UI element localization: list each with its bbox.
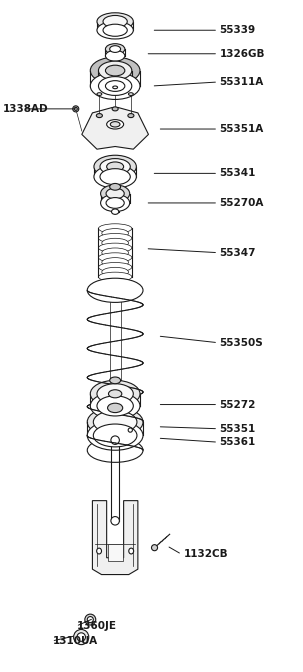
Ellipse shape — [94, 165, 136, 188]
Ellipse shape — [97, 396, 133, 416]
Ellipse shape — [111, 436, 119, 444]
Ellipse shape — [105, 81, 125, 91]
Polygon shape — [82, 108, 148, 149]
Ellipse shape — [87, 407, 143, 437]
Ellipse shape — [98, 263, 132, 272]
Text: 1132CB: 1132CB — [183, 550, 228, 559]
Ellipse shape — [102, 248, 128, 257]
Ellipse shape — [128, 428, 132, 432]
Text: 1310UA: 1310UA — [53, 636, 98, 646]
Ellipse shape — [105, 50, 125, 61]
Ellipse shape — [110, 377, 121, 384]
Ellipse shape — [108, 390, 122, 398]
Ellipse shape — [93, 411, 137, 433]
Ellipse shape — [101, 185, 130, 202]
Ellipse shape — [107, 162, 124, 171]
Ellipse shape — [87, 616, 93, 623]
Text: 55270A: 55270A — [220, 198, 264, 208]
Ellipse shape — [73, 106, 79, 112]
Ellipse shape — [90, 57, 140, 84]
Text: 55311A: 55311A — [220, 77, 264, 87]
Text: 55272: 55272 — [220, 400, 256, 409]
Ellipse shape — [112, 107, 118, 111]
Ellipse shape — [74, 630, 89, 644]
Ellipse shape — [110, 122, 120, 127]
Text: 55351: 55351 — [220, 424, 256, 433]
Ellipse shape — [112, 209, 119, 214]
Ellipse shape — [97, 384, 133, 404]
Ellipse shape — [105, 44, 125, 54]
Bar — [108, 544, 123, 561]
Ellipse shape — [97, 93, 102, 95]
Ellipse shape — [87, 438, 143, 462]
Ellipse shape — [111, 517, 119, 525]
Text: 1326GB: 1326GB — [220, 49, 265, 58]
Ellipse shape — [98, 61, 132, 80]
Ellipse shape — [106, 198, 124, 208]
Ellipse shape — [74, 108, 77, 110]
Ellipse shape — [105, 65, 125, 76]
Ellipse shape — [128, 114, 134, 118]
Ellipse shape — [100, 159, 130, 175]
Ellipse shape — [102, 257, 128, 267]
Ellipse shape — [110, 46, 121, 52]
Ellipse shape — [102, 228, 128, 238]
Ellipse shape — [106, 188, 124, 199]
Text: 1360JE: 1360JE — [77, 622, 117, 631]
Ellipse shape — [85, 614, 96, 625]
Ellipse shape — [77, 633, 85, 641]
Ellipse shape — [98, 243, 132, 253]
Ellipse shape — [87, 278, 143, 302]
Ellipse shape — [102, 239, 128, 248]
Ellipse shape — [113, 86, 118, 89]
Ellipse shape — [103, 24, 127, 36]
Ellipse shape — [129, 548, 134, 554]
Ellipse shape — [108, 403, 123, 413]
Ellipse shape — [98, 233, 132, 243]
Ellipse shape — [152, 544, 158, 551]
Text: 55339: 55339 — [220, 26, 256, 35]
Ellipse shape — [96, 114, 102, 118]
Ellipse shape — [90, 380, 140, 407]
Ellipse shape — [98, 253, 132, 262]
Ellipse shape — [97, 548, 102, 554]
Ellipse shape — [98, 272, 132, 282]
Ellipse shape — [100, 169, 130, 185]
Polygon shape — [92, 501, 138, 575]
Text: 55350S: 55350S — [220, 338, 263, 347]
Text: 55351A: 55351A — [220, 124, 264, 134]
Ellipse shape — [102, 267, 128, 277]
Ellipse shape — [107, 120, 124, 129]
Ellipse shape — [90, 392, 140, 419]
Text: 55361: 55361 — [220, 437, 256, 447]
Ellipse shape — [94, 155, 136, 178]
Ellipse shape — [103, 15, 127, 28]
Ellipse shape — [101, 194, 130, 212]
Ellipse shape — [128, 93, 133, 95]
Ellipse shape — [110, 183, 121, 190]
Ellipse shape — [87, 421, 143, 450]
Ellipse shape — [98, 77, 132, 95]
Ellipse shape — [98, 224, 132, 233]
Text: 55341: 55341 — [220, 169, 256, 178]
Text: 1338AD: 1338AD — [3, 104, 49, 114]
Ellipse shape — [97, 22, 133, 39]
Ellipse shape — [90, 73, 140, 99]
Text: 55347: 55347 — [220, 248, 256, 257]
Ellipse shape — [93, 424, 137, 447]
Ellipse shape — [97, 13, 133, 30]
